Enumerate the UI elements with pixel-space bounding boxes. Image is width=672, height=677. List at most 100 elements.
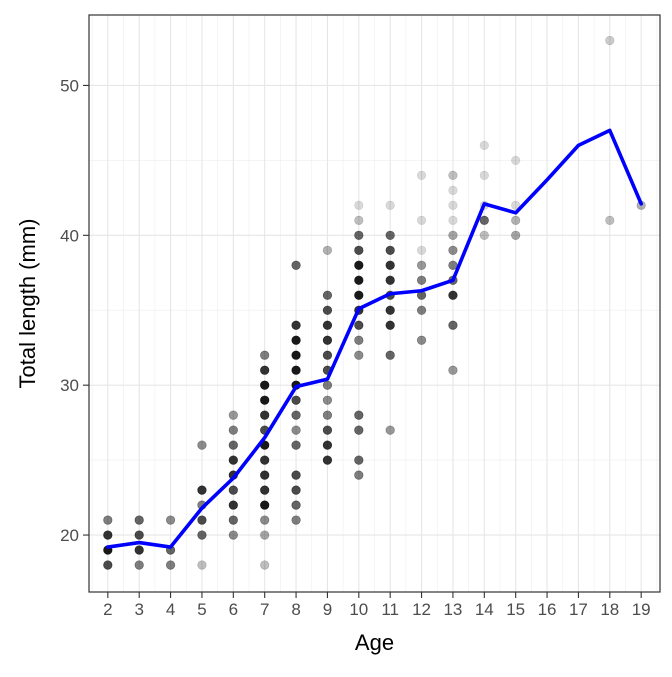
data-point <box>197 485 207 495</box>
data-point <box>291 500 301 510</box>
data-point <box>385 350 395 360</box>
data-point <box>228 455 238 465</box>
data-point <box>322 410 333 420</box>
data-point <box>228 500 238 510</box>
data-point <box>448 185 458 195</box>
x-tick-label: 7 <box>260 600 269 619</box>
data-point <box>354 230 364 240</box>
y-tick-label: 30 <box>60 376 79 395</box>
data-point <box>416 335 427 345</box>
data-point <box>416 305 427 315</box>
data-point <box>291 470 301 480</box>
data-point <box>448 320 458 330</box>
data-point <box>103 515 113 525</box>
data-point <box>134 560 144 570</box>
data-point <box>448 365 458 375</box>
data-point <box>448 170 458 180</box>
data-point <box>511 215 521 225</box>
major-gridlines <box>89 15 660 592</box>
data-point <box>416 170 427 180</box>
x-tick-label: 13 <box>443 600 462 619</box>
data-point <box>291 320 301 330</box>
y-axis-ticks: 20 30 40 50 <box>60 76 89 545</box>
data-point <box>228 485 238 495</box>
data-point <box>354 200 364 210</box>
data-point <box>385 320 395 330</box>
data-point <box>260 380 270 390</box>
data-point <box>228 440 238 450</box>
x-tick-label: 11 <box>381 600 399 619</box>
data-point <box>479 230 489 240</box>
data-point <box>260 395 270 405</box>
y-tick-label: 20 <box>60 526 79 545</box>
x-tick-label: 14 <box>475 600 494 619</box>
data-point <box>291 410 301 420</box>
data-point <box>228 515 238 525</box>
x-axis-ticks: 2 3 4 5 6 7 8 9 10 11 12 13 14 15 16 17 18 19 <box>103 592 651 619</box>
data-point <box>385 275 395 285</box>
data-point <box>197 515 207 525</box>
data-point <box>354 470 364 480</box>
data-point <box>385 230 395 240</box>
x-tick-label: 8 <box>291 600 300 619</box>
data-point <box>354 350 364 360</box>
data-point <box>354 275 364 285</box>
data-point <box>291 335 301 345</box>
data-point <box>197 440 207 450</box>
data-point <box>416 245 427 255</box>
plot-panel-border <box>88 14 661 593</box>
data-point <box>134 545 144 555</box>
data-point <box>385 200 395 210</box>
data-point <box>354 320 364 330</box>
data-point <box>322 395 333 405</box>
x-tick-label: 2 <box>103 600 112 619</box>
x-tick-label: 15 <box>506 600 525 619</box>
data-point <box>291 425 301 435</box>
data-point <box>322 455 333 465</box>
data-point <box>228 425 238 435</box>
data-point <box>354 290 364 300</box>
data-point <box>260 530 270 540</box>
data-point <box>134 515 144 525</box>
data-point <box>511 200 521 210</box>
data-point <box>385 425 395 435</box>
data-point <box>103 560 113 570</box>
data-point <box>385 260 395 270</box>
y-tick-label: 50 <box>60 76 79 95</box>
data-points <box>103 35 646 570</box>
x-tick-label: 17 <box>569 600 588 619</box>
data-point <box>448 245 458 255</box>
mean-line <box>106 128 643 549</box>
data-point <box>291 440 301 450</box>
x-tick-label: 16 <box>538 600 557 619</box>
data-point <box>479 215 489 225</box>
x-tick-label: 12 <box>412 600 431 619</box>
data-point <box>322 290 333 300</box>
data-point <box>260 350 270 360</box>
x-tick-label: 5 <box>197 600 206 619</box>
data-point <box>291 350 301 360</box>
x-axis-title: Age <box>355 630 394 655</box>
data-point <box>134 530 144 540</box>
data-point <box>291 365 301 375</box>
data-point <box>291 515 301 525</box>
x-tick-label: 4 <box>166 600 175 619</box>
mean-line-layer <box>106 128 643 549</box>
y-tick-label: 40 <box>60 226 79 245</box>
data-point <box>228 530 238 540</box>
data-point <box>605 35 615 46</box>
data-point <box>385 245 395 255</box>
data-point <box>511 230 521 240</box>
data-point <box>260 500 270 510</box>
data-point <box>322 305 333 315</box>
data-point <box>291 260 301 270</box>
data-point <box>197 560 207 570</box>
x-tick-label: 10 <box>349 600 368 619</box>
data-point <box>448 290 458 300</box>
x-tick-label: 9 <box>323 600 332 619</box>
x-tick-label: 6 <box>229 600 238 619</box>
data-point <box>260 560 270 570</box>
data-point <box>260 455 270 465</box>
